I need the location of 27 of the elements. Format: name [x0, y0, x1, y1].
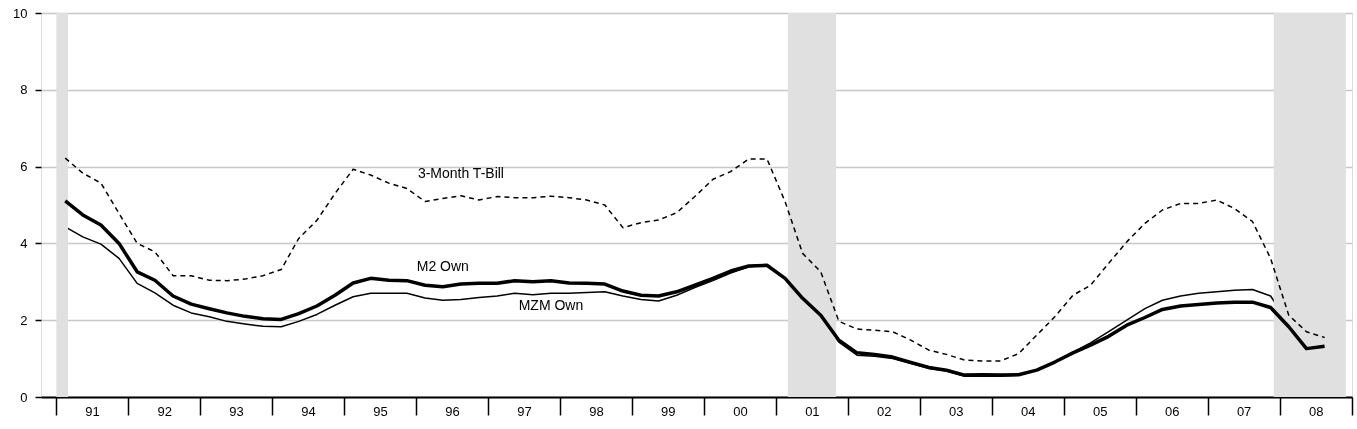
x-tick-label: 92: [157, 403, 172, 419]
x-tick-label: 06: [1164, 403, 1180, 419]
x-tick-label: 08: [1309, 403, 1324, 419]
series-label: MZM Own: [518, 297, 584, 314]
x-tick-label: 02: [877, 403, 892, 419]
x-tick-label: 97: [517, 403, 532, 419]
series-label: M2 Own: [416, 257, 469, 274]
x-tick-label: 91: [85, 403, 100, 419]
x-tick-label: 93: [229, 403, 244, 419]
x-tick-label: 98: [589, 403, 604, 419]
x-tick-label: 01: [805, 403, 820, 419]
y-tick-label: 10: [13, 5, 28, 21]
series-label: 3-Month T-Bill: [417, 164, 504, 181]
x-tick-label: 05: [1093, 403, 1108, 419]
y-tick-label: 4: [20, 235, 28, 251]
y-tick-label: 2: [20, 312, 28, 328]
x-tick-label: 94: [301, 403, 316, 419]
x-tick-label: 04: [1021, 403, 1036, 419]
y-tick-label: 8: [20, 82, 28, 98]
y-tick-label: 6: [20, 159, 28, 175]
x-tick-label: 07: [1236, 403, 1252, 419]
x-tick-label: 99: [661, 403, 676, 419]
x-tick-label: 96: [445, 403, 460, 419]
x-tick-label: 03: [948, 403, 964, 419]
x-tick-label: 95: [373, 403, 388, 419]
x-tick-label: 00: [733, 403, 748, 419]
y-tick-label: 0: [20, 389, 28, 405]
